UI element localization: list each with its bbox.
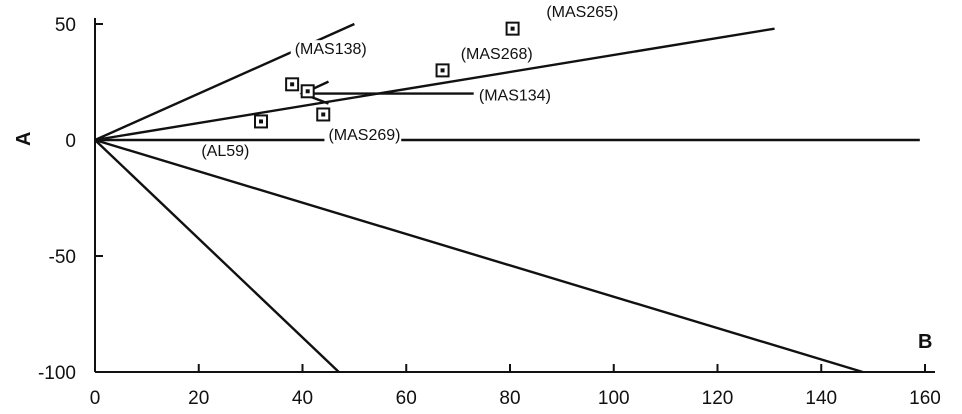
annotation-bg: [456, 44, 534, 64]
x-tick-label: 20: [188, 388, 209, 409]
data-point: [300, 84, 315, 99]
y-tick-label: -50: [49, 247, 76, 268]
annotations: (MAS265) (MAS138) (MAS268) (MAS134) (MAS269)…: [197, 3, 620, 162]
x-tick-label: 60: [396, 388, 417, 409]
data-points: [254, 21, 520, 129]
y-tick-label: 0: [65, 131, 76, 152]
x-tick-label: 160: [909, 388, 941, 409]
x-tick-label: 0: [90, 388, 101, 409]
arrow: [299, 80, 474, 105]
x-tick-label: 140: [805, 388, 837, 409]
x-tick-label: 120: [702, 388, 734, 409]
annotation-bg: [197, 142, 257, 162]
annotation-label: (MAS265): [546, 4, 618, 21]
y-tick-label: 50: [55, 15, 76, 36]
ticks: 0 20 40 60 80 100 120 140 160 50 0 -50 -100: [38, 15, 941, 409]
y-axis-title: A: [13, 132, 35, 146]
x-axis-title: B: [918, 331, 932, 353]
annotation-bg: [542, 3, 620, 23]
data-point: [285, 77, 300, 92]
reference-line: [94, 138, 864, 374]
annotation-bg: [290, 40, 368, 60]
y-tick-label: -100: [38, 363, 76, 384]
reference-line: [94, 139, 340, 373]
data-point: [505, 21, 520, 36]
annotation-label: (MAS268): [461, 46, 533, 63]
data-point: [316, 107, 331, 122]
annotation-bg: [474, 86, 552, 106]
reference-line: [94, 27, 775, 142]
data-point: [435, 63, 450, 78]
annotation-label: (AL59): [201, 143, 249, 160]
reference-lines: [94, 22, 920, 374]
annotation-bg: [324, 126, 402, 145]
annotation-label: (MAS269): [328, 127, 400, 144]
x-tick-label: 100: [598, 388, 630, 409]
annotation-label: (MAS134): [479, 88, 551, 105]
data-point: [254, 114, 268, 129]
annotation-label: (MAS138): [295, 41, 367, 58]
x-tick-label: 80: [499, 388, 520, 409]
x-tick-label: 40: [292, 388, 313, 409]
axes: [94, 18, 935, 373]
